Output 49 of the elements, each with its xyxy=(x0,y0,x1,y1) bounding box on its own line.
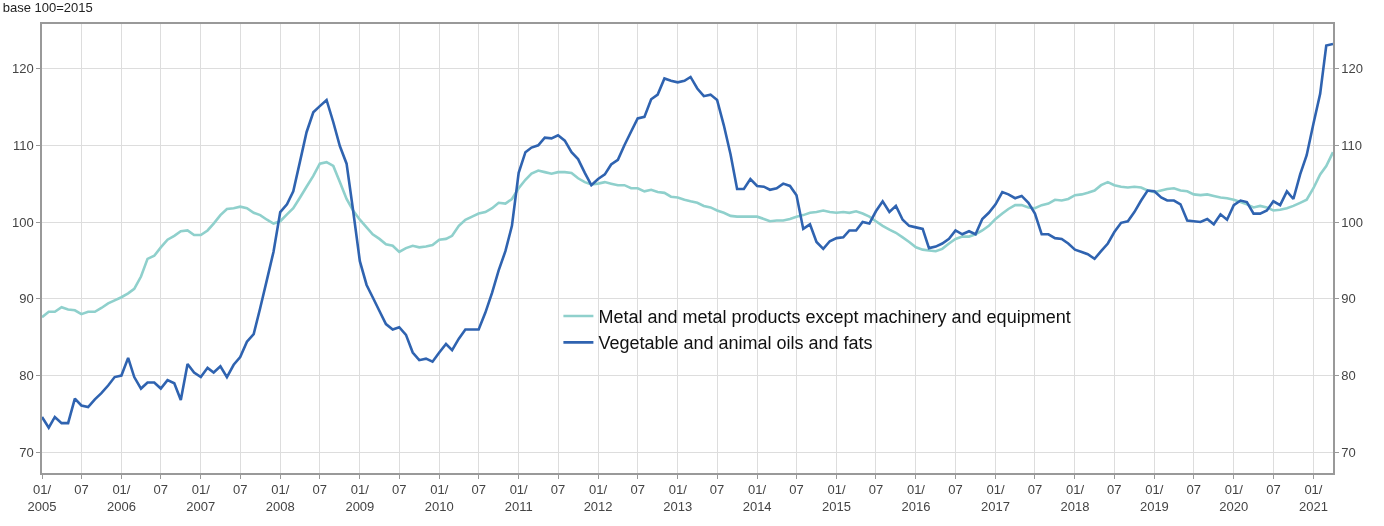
y2-tick-label: 80 xyxy=(1341,368,1356,384)
x-tick-label: 01/ 2005 xyxy=(27,482,57,515)
x-tick-label: 01/ 2017 xyxy=(981,482,1011,515)
y2-tick-label: 120 xyxy=(1341,61,1364,77)
y2-tick-label: 100 xyxy=(1341,214,1364,230)
legend-label: Vegetable and animal oils and fats xyxy=(598,333,873,354)
x-tick-label: 01/ 2021 xyxy=(1298,482,1328,515)
x-tick-label: 07 xyxy=(630,482,645,498)
y-tick-label: 80 xyxy=(19,368,34,384)
x-tick-label: 07 xyxy=(1107,482,1122,498)
x-tick-label: 01/ 2010 xyxy=(424,482,454,515)
x-tick-label: 07 xyxy=(232,482,248,498)
y2-tick-label: 110 xyxy=(1341,137,1363,153)
x-tick-label: 01/ 2018 xyxy=(1060,482,1090,515)
y-tick-label: 110 xyxy=(12,137,34,153)
y-tick-label: 100 xyxy=(11,214,34,230)
x-tick-label: 07 xyxy=(392,482,407,498)
x-tick-label: 01/ 2015 xyxy=(822,482,851,515)
x-tick-label: 07 xyxy=(153,482,169,498)
chart-title: base 100=2015 xyxy=(2,0,93,15)
x-tick-label: 01/ 2019 xyxy=(1139,482,1169,515)
x-tick-label: 07 xyxy=(868,482,884,498)
x-tick-label: 07 xyxy=(550,482,566,498)
x-tick-label: 07 xyxy=(312,482,328,498)
x-tick-label: 07 xyxy=(1186,482,1201,498)
x-tick-label: 01/ 2006 xyxy=(106,482,136,515)
x-tick-label: 01/ 2020 xyxy=(1219,482,1249,515)
x-tick-label: 01/ 2011 xyxy=(504,482,533,515)
x-tick-label: 01/ 2014 xyxy=(742,482,772,515)
x-tick-label: 07 xyxy=(709,482,725,498)
x-tick-label: 01/ 2007 xyxy=(186,482,216,515)
x-tick-label: 07 xyxy=(948,482,963,498)
x-tick-label: 01/ 2013 xyxy=(663,482,693,515)
x-tick-label: 07 xyxy=(789,482,804,498)
y-tick-label: 70 xyxy=(19,444,34,460)
y2-tick-label: 90 xyxy=(1341,291,1356,307)
y-tick-label: 90 xyxy=(19,291,34,307)
x-tick-label: 01/ 2012 xyxy=(583,482,613,515)
x-tick-label: 07 xyxy=(471,482,486,498)
line-series xyxy=(42,42,1333,430)
x-tick-label: 01/ 2008 xyxy=(265,482,295,515)
y-tick-label: 120 xyxy=(11,61,34,77)
x-tick-label: 07 xyxy=(1266,482,1281,498)
legend-label: Metal and metal products except machinery and equipment xyxy=(598,306,1071,327)
x-tick-label: 01/ 2009 xyxy=(345,482,375,515)
x-tick-label: 07 xyxy=(1027,482,1043,498)
y2-tick-label: 70 xyxy=(1341,444,1356,460)
x-tick-label: 07 xyxy=(74,482,89,498)
x-tick-label: 01/ 2016 xyxy=(901,482,931,515)
